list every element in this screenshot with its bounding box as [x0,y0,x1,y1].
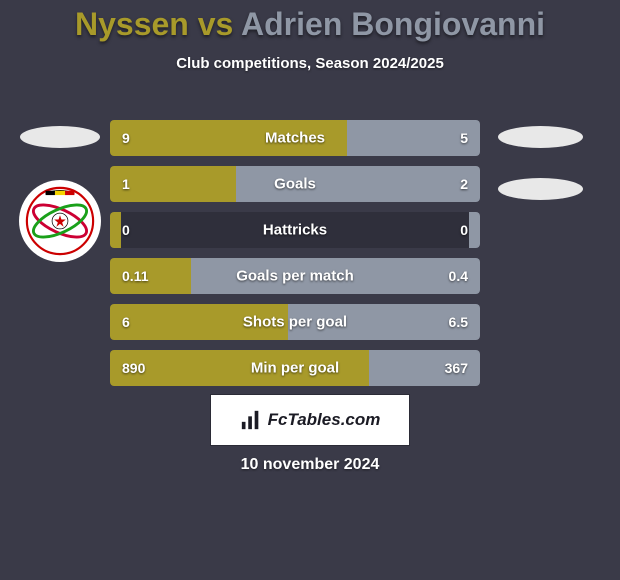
right-bar [469,212,480,248]
left-value: 890 [122,360,145,376]
stat-row: 0 0 Hattricks [110,212,480,248]
metric-label: Matches [265,130,325,147]
right-value: 2 [460,176,468,192]
placeholder-ellipse [20,126,100,148]
placeholder-ellipse [498,178,583,200]
brand-box[interactable]: FcTables.com [210,394,410,446]
placeholder-ellipse [498,126,583,148]
right-value: 0 [460,222,468,238]
vs-word: vs [198,6,234,42]
metric-label: Min per goal [251,360,339,377]
left-value: 0 [122,222,130,238]
stat-row: 9 5 Matches [110,120,480,156]
metric-label: Goals [274,176,316,193]
stat-row: 0.11 0.4 Goals per match [110,258,480,294]
metric-label: Shots per goal [243,314,347,331]
page-title: Nyssen vs Adrien Bongiovanni [0,0,620,43]
player1-name: Nyssen [75,6,189,42]
bar-chart-icon [240,409,262,431]
subtitle: Club competitions, Season 2024/2025 [0,55,620,72]
left-value: 0.11 [122,268,148,284]
metric-label: Hattricks [263,222,327,239]
stats-area: 9 5 Matches 1 2 Goals 0 0 Hattricks 0.11 0.4 Goals … [110,120,480,396]
left-value: 9 [122,130,130,146]
right-value: 367 [445,360,468,376]
stat-row: 1 2 Goals [110,166,480,202]
metric-label: Goals per match [236,268,354,285]
left-bar [110,212,121,248]
stat-row: 6 6.5 Shots per goal [110,304,480,340]
stat-row: 890 367 Min per goal [110,350,480,386]
club-badge [19,180,101,262]
club-badge-icon [24,185,96,257]
right-value: 6.5 [449,314,468,330]
right-value: 0.4 [449,268,468,284]
left-value: 1 [122,176,130,192]
date-line: 10 november 2024 [241,456,380,474]
brand-text: FcTables.com [268,410,381,430]
left-value: 6 [122,314,130,330]
player2-name: Adrien Bongiovanni [241,6,545,42]
right-value: 5 [460,130,468,146]
right-bar [236,166,480,202]
